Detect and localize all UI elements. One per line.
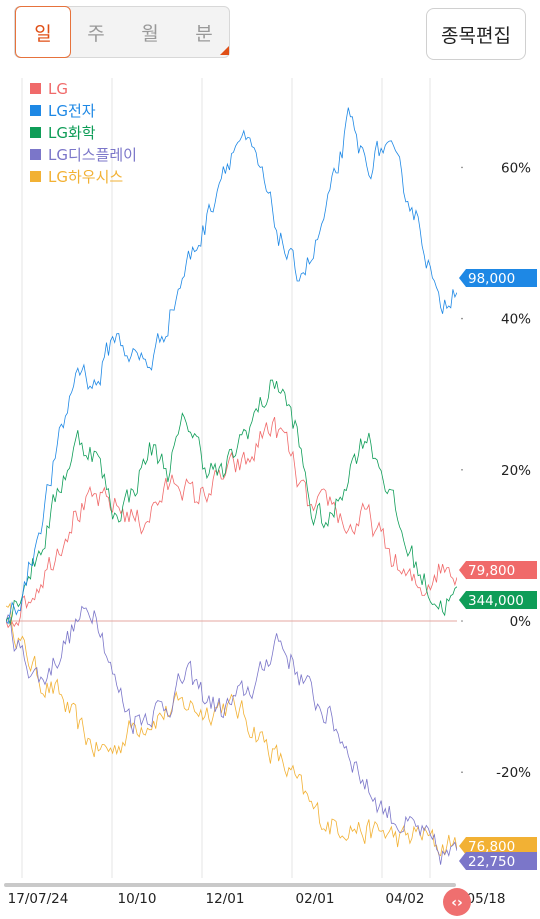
y-tick-label-4: -20% xyxy=(496,765,531,781)
legend-label-0: LG xyxy=(48,80,68,98)
value-tag-label-3: 22,750 xyxy=(468,854,515,870)
series-line-1 xyxy=(6,107,457,625)
value-tag-label-2: 344,000 xyxy=(468,593,524,609)
scroll-handle[interactable] xyxy=(443,888,471,916)
value-tag-label-4: 76,800 xyxy=(468,839,515,855)
legend-label-2: LG화학 xyxy=(48,124,96,142)
value-tag-label-1: 98,000 xyxy=(468,271,515,287)
x-tick-label-3: 02/01 xyxy=(296,891,335,907)
series-line-0 xyxy=(6,416,457,629)
series-line-2 xyxy=(6,379,457,626)
period-week-button[interactable]: 주 xyxy=(87,22,105,45)
y-tick-mark-3 xyxy=(461,620,463,622)
comparison-line-chart: 60% 40% 20% 0% -20% LG LG전자 LG화학 LG디스플레이 LG하우시스 98… xyxy=(4,78,537,916)
series-line-3 xyxy=(6,605,457,865)
legend-swatch-2 xyxy=(30,127,41,138)
value-tag-3 xyxy=(459,852,537,870)
legend-swatch-4 xyxy=(30,171,41,182)
legend-swatch-0 xyxy=(30,83,41,94)
value-tag-4 xyxy=(459,837,537,855)
x-tick-label-4: 04/02 xyxy=(386,891,425,907)
y-tick-label-0: 60% xyxy=(501,160,531,176)
series-line-4 xyxy=(6,602,457,857)
edit-stocks-button[interactable]: 종목편집 xyxy=(426,8,526,60)
x-tick-label-0: 17/07/24 xyxy=(8,891,69,907)
y-tick-mark-0 xyxy=(461,166,463,169)
x-tick-label-5: 05/18 xyxy=(467,891,506,907)
dropdown-corner-icon xyxy=(220,46,229,55)
legend-swatch-1 xyxy=(30,105,41,116)
y-tick-label-3: 0% xyxy=(510,614,532,630)
legend-label-3: LG디스플레이 xyxy=(48,146,137,164)
legend-label-1: LG전자 xyxy=(48,102,96,120)
x-tick-label-2: 12/01 xyxy=(206,891,245,907)
legend-label-4: LG하우시스 xyxy=(48,168,123,186)
time-scrollbar xyxy=(4,883,456,887)
y-tick-label-2: 20% xyxy=(501,463,531,479)
value-tag-label-0: 79,800 xyxy=(468,563,515,579)
value-tag-0 xyxy=(459,561,537,579)
period-minute-button[interactable]: 분 xyxy=(177,7,231,57)
chevron-pair-icon: ‹› xyxy=(451,895,463,911)
y-tick-label-1: 40% xyxy=(501,312,531,328)
period-selector: 일 주 월 분 xyxy=(14,6,230,58)
x-tick-label-1: 10/10 xyxy=(118,891,157,907)
y-tick-mark-4 xyxy=(461,771,463,773)
value-tag-1 xyxy=(459,269,537,287)
legend-swatch-3 xyxy=(30,149,41,160)
y-tick-mark-2 xyxy=(461,469,463,471)
period-day-button[interactable]: 일 xyxy=(15,6,71,58)
period-month-button[interactable]: 월 xyxy=(141,22,159,45)
value-tag-2 xyxy=(459,591,537,609)
y-tick-mark-1 xyxy=(461,317,463,320)
period-minute-label: 분 xyxy=(195,22,213,45)
